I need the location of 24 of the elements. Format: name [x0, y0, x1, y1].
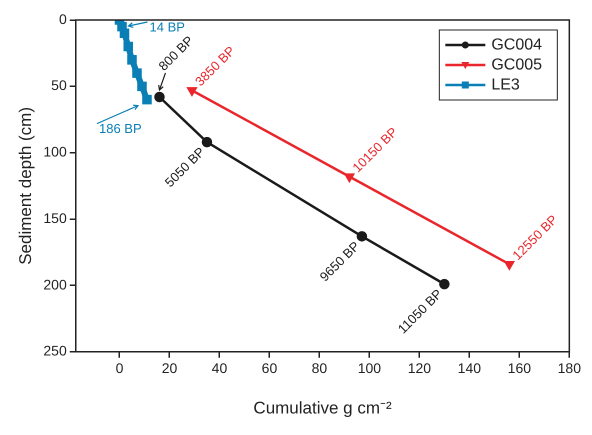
x-tick-label: 40 — [212, 360, 228, 376]
x-tick-label: 160 — [508, 360, 532, 376]
annotation: 186 BP — [98, 121, 142, 136]
x-tick-label: 0 — [116, 360, 124, 376]
x-axis-title: Cumulative g cm⁻² — [253, 398, 392, 418]
x-tick-label: 80 — [312, 360, 328, 376]
y-tick-label: 0 — [58, 10, 67, 27]
y-tick-label: 200 — [43, 276, 67, 292]
x-tick-label: 180 — [558, 360, 582, 376]
x-tick-label: 120 — [408, 360, 432, 376]
y-tick-label: 50 — [51, 77, 67, 94]
y-tick-label: 250 — [43, 342, 67, 359]
x-tick-label: 100 — [358, 360, 382, 376]
x-tick-label: 140 — [458, 360, 482, 376]
x-tick-label: 20 — [162, 360, 178, 376]
legend-label: GC004 — [491, 36, 542, 54]
annotation: 800 BP — [156, 32, 196, 74]
legend-label: LE3 — [491, 76, 520, 94]
y-tick-label: 150 — [43, 210, 67, 226]
legend-label: GC005 — [491, 56, 542, 74]
y-axis-title: Sediment depth (cm) — [16, 107, 35, 265]
y-tick-label: 100 — [43, 144, 67, 160]
annotation: 14 BP — [149, 20, 185, 35]
x-tick-label: 60 — [262, 360, 278, 376]
